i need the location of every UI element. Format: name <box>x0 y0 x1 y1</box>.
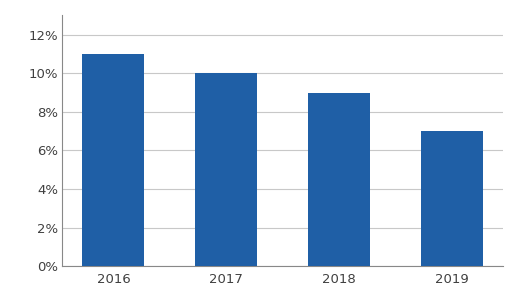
Bar <box>421 131 483 266</box>
Bar <box>83 54 144 266</box>
Bar <box>308 92 371 266</box>
Bar <box>195 73 257 266</box>
